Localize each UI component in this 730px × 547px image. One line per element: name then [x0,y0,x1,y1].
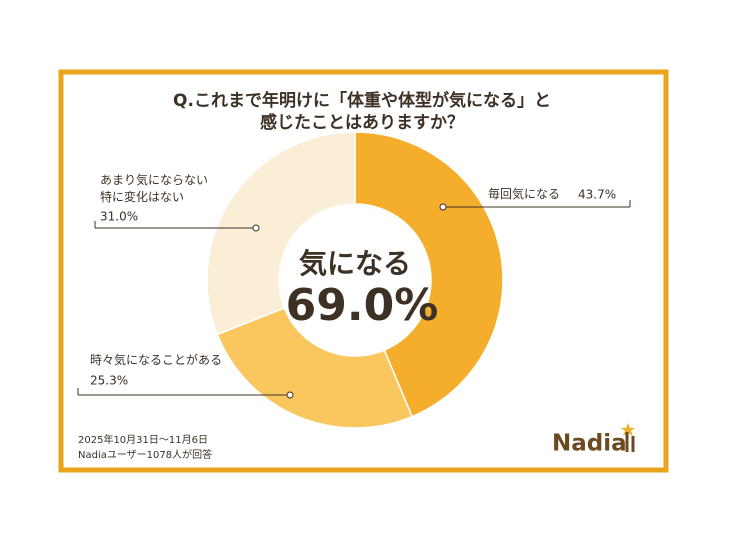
footnote: Nadiaユーザー1078人が回答 [78,448,212,461]
value-label: 31.0% [100,210,138,224]
category-label: 時々気になることがある [90,353,223,367]
category-label: あまり気にならない 特に変化はない [100,173,209,204]
value-label: 43.7% [578,188,616,202]
value-label: 25.3% [90,374,128,388]
slice [206,131,356,336]
footnote: 2025年10月31日～11月6日 [78,433,208,446]
slice [216,307,414,429]
category-label: 毎回気になる [488,187,561,201]
leader-dot [286,391,294,399]
chart-title: 感じたことはありますか？ [260,112,464,133]
center-value: 69.0% [286,280,439,331]
leader-dot [439,203,447,211]
center-label: 気になる [299,247,411,280]
slice [354,131,504,418]
leader-dot [252,224,260,232]
slice-label: 毎回気になる [488,187,561,201]
chart-title: Q.これまで年明けに「体重や体型が気になる」と [173,90,551,111]
logo: Nadia [552,431,627,457]
logo-star [621,423,635,436]
slice-label: 時々気になることがある [90,353,223,367]
slice-label: あまり気にならない 特に変化はない [100,173,209,204]
